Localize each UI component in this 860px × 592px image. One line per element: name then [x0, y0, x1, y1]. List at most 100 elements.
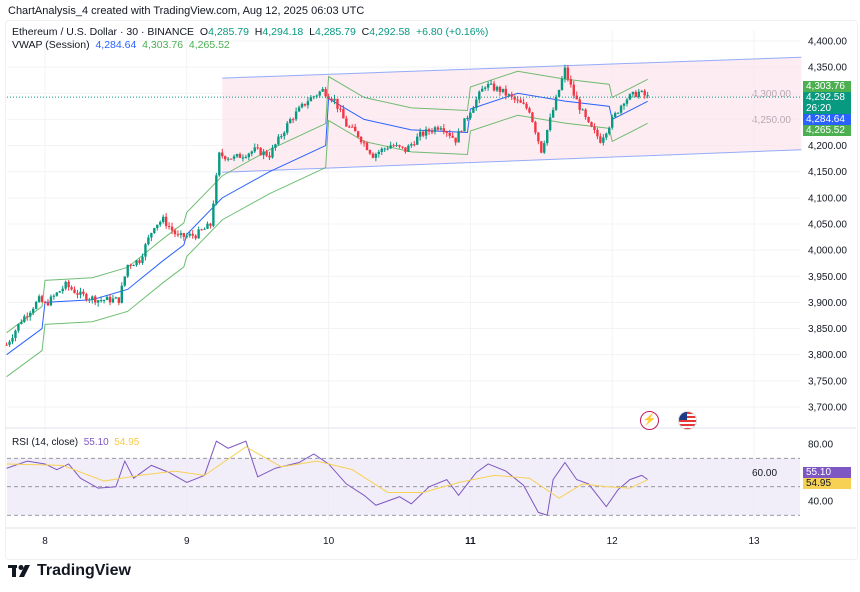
- candle-body: [235, 154, 239, 157]
- candle-body: [197, 229, 200, 239]
- symbol-title[interactable]: Ethereum / U.S. Dollar · 30 · BINANCE: [12, 26, 195, 38]
- candle-body: [522, 102, 525, 104]
- candle-body: [401, 146, 404, 148]
- vwap-upper-band: [6, 70, 648, 334]
- candle-body: [229, 158, 233, 160]
- candle-body: [418, 131, 422, 137]
- candle-body: [581, 109, 584, 111]
- price-axis-label: 4,100.00: [808, 193, 847, 204]
- candle-body: [330, 98, 333, 101]
- candle-body: [413, 144, 416, 146]
- candle-body: [321, 88, 324, 92]
- candle-body: [250, 151, 253, 154]
- candle-body: [324, 88, 327, 97]
- channel-upper-line: [222, 56, 802, 79]
- candle-body: [551, 109, 555, 118]
- candle-body: [475, 99, 478, 108]
- candle-body: [226, 158, 230, 160]
- candle-body: [194, 235, 197, 239]
- candle-body: [569, 79, 573, 85]
- candle-body: [212, 203, 215, 226]
- candle-body: [616, 112, 620, 114]
- candle-body: [548, 117, 552, 130]
- candle-body: [359, 136, 363, 143]
- candle-body: [141, 256, 144, 263]
- candle-body: [507, 94, 511, 96]
- candle-body: [123, 276, 126, 286]
- candle-body: [353, 126, 357, 132]
- candle-body: [560, 78, 564, 90]
- candle-body: [407, 145, 410, 152]
- candle-body: [188, 233, 191, 236]
- open-label: O: [199, 26, 209, 38]
- candle-body: [563, 67, 567, 79]
- candle-body: [164, 216, 168, 227]
- candle-body: [445, 131, 448, 133]
- time-axis-label: 13: [748, 536, 760, 547]
- candle-body: [625, 99, 629, 104]
- candle-body: [342, 109, 345, 119]
- vwap-upper-value: 4,303.76: [142, 39, 184, 51]
- rsi-ma-tag: 54.95: [803, 478, 851, 489]
- candle-body: [91, 296, 94, 300]
- price-axis-label: 3,850.00: [808, 324, 847, 335]
- candle-body: [637, 91, 640, 97]
- candle-body: [46, 303, 50, 306]
- candle-body: [31, 308, 35, 313]
- candle-body: [306, 101, 310, 106]
- candle-body: [575, 95, 578, 100]
- candle-body: [457, 131, 460, 143]
- candle-body: [61, 288, 64, 292]
- time-axis-label: 8: [42, 536, 48, 547]
- candle-body: [241, 157, 245, 159]
- chart-legend: Ethereum / U.S. Dollar · 30 · BINANCE O 4…: [12, 26, 488, 52]
- rsi-label[interactable]: RSI (14, close): [12, 437, 79, 448]
- candle-body: [150, 233, 153, 238]
- candle-body: [534, 121, 537, 133]
- candle-body: [17, 323, 20, 331]
- flash-icon[interactable]: ⚡: [640, 411, 659, 430]
- candle-body: [596, 129, 599, 137]
- price-axis-label: 4,400.00: [808, 37, 847, 48]
- candle-body: [540, 141, 543, 153]
- candle-body: [605, 133, 608, 138]
- candle-body: [156, 224, 159, 229]
- rsi-legend: RSI (14, close) 55.10 54.95: [12, 437, 139, 448]
- candle-body: [584, 109, 587, 118]
- rsi-axis-label: 60.00: [752, 468, 777, 479]
- tradingview-logo[interactable]: TradingView: [8, 562, 131, 580]
- candle-body: [593, 126, 596, 130]
- candle-body: [58, 291, 61, 293]
- candle-body: [176, 234, 180, 236]
- candle-body: [613, 113, 617, 118]
- candle-body: [537, 132, 540, 142]
- candle-body: [102, 300, 106, 302]
- candle-body: [383, 148, 386, 150]
- candle-body: [206, 223, 209, 229]
- candle-body: [309, 97, 313, 102]
- candle-body: [513, 96, 516, 100]
- candle-body: [182, 233, 186, 237]
- high-label: H: [254, 26, 263, 38]
- vwap-legend-row: VWAP (Session) 4,284.64 4,303.76 4,265.5…: [12, 39, 488, 52]
- candle-body: [389, 145, 392, 149]
- vwap-line: [6, 92, 648, 356]
- candle-body: [318, 91, 321, 96]
- candle-body: [430, 131, 434, 133]
- candle-body: [40, 296, 44, 303]
- candle-body: [221, 152, 224, 157]
- candle-body: [416, 136, 419, 145]
- candle-body: [572, 84, 575, 96]
- candle-body: [566, 67, 570, 80]
- candle-body: [543, 143, 546, 153]
- vwap-label[interactable]: VWAP (Session): [12, 39, 90, 51]
- candle-body: [173, 230, 177, 235]
- candle-body: [280, 136, 283, 138]
- candle-body: [203, 228, 206, 230]
- candle-body: [590, 122, 593, 127]
- chart-credit: ChartAnalysis_4 created with TradingView…: [8, 5, 365, 17]
- candle-body: [114, 297, 118, 299]
- candle-body: [20, 322, 23, 324]
- us-flag-icon[interactable]: [678, 411, 697, 430]
